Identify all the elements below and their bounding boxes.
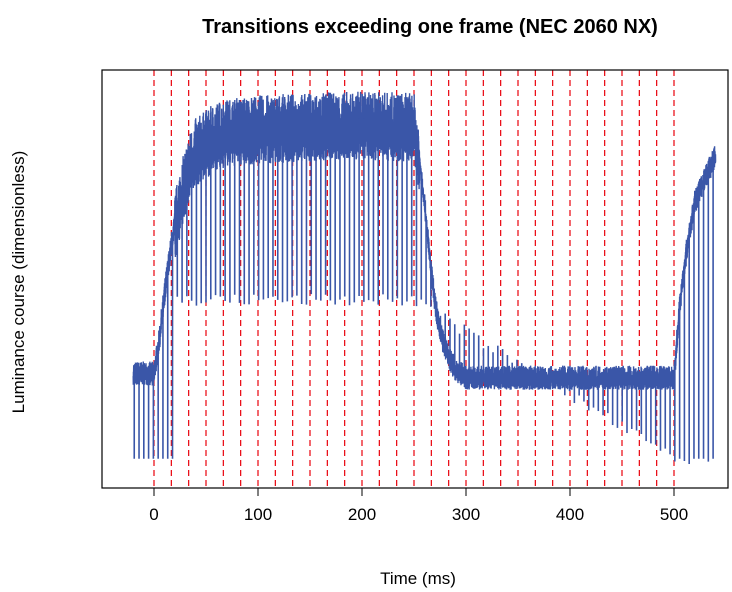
x-tick-label: 200 [348, 505, 376, 524]
series-group [132, 91, 717, 464]
x-axis-label: Time (ms) [380, 569, 456, 588]
x-tick-label: 0 [149, 505, 158, 524]
x-tick-label: 300 [452, 505, 480, 524]
y-axis-label: Luminance course (dimensionless) [9, 151, 28, 414]
x-tick-label: 400 [556, 505, 584, 524]
x-axis: 0 100 200 300 400 500 [149, 487, 688, 524]
x-tick-label: 100 [244, 505, 272, 524]
chart-title: Transitions exceeding one frame (NEC 206… [202, 16, 658, 38]
x-tick-label: 500 [660, 505, 688, 524]
